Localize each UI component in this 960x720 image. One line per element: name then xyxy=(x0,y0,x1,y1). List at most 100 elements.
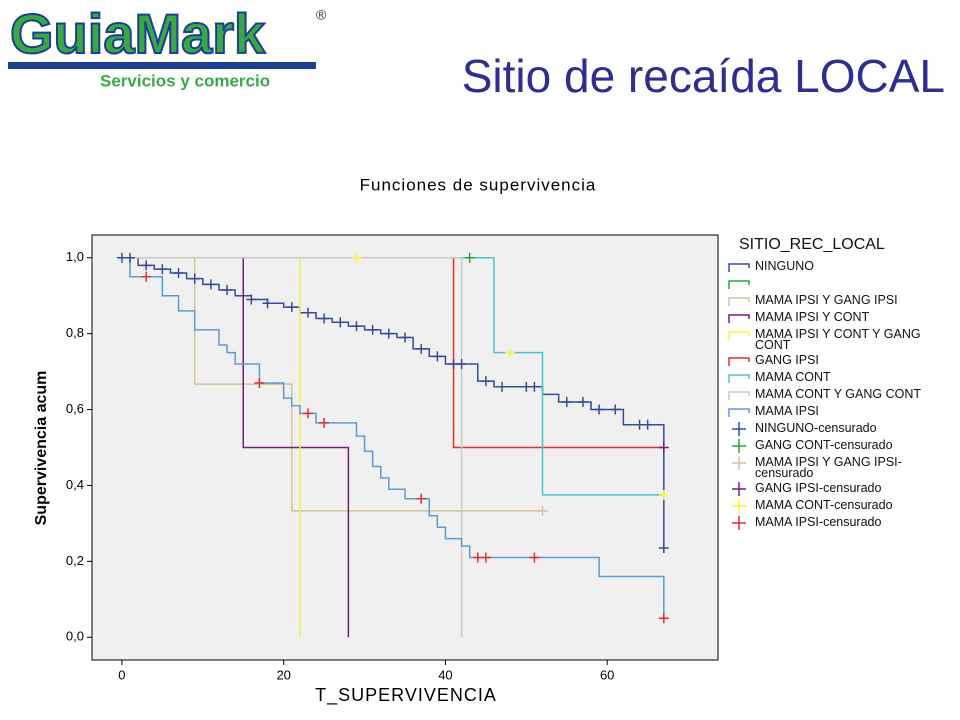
censor-mark xyxy=(416,343,427,354)
legend-swatch xyxy=(728,357,750,366)
censor-mark xyxy=(594,404,605,415)
swatch-line xyxy=(728,297,750,306)
y-tick-label: 0,4 xyxy=(66,477,84,492)
legend-item: MAMA IPSI xyxy=(727,405,947,419)
x-tick-label: 0 xyxy=(118,667,125,682)
censor-mark xyxy=(577,396,588,407)
legend-swatch xyxy=(728,408,750,417)
logo-name: GuiaMark xyxy=(10,2,266,65)
censor-mark xyxy=(246,294,257,305)
swatch-plus xyxy=(732,439,746,453)
swatch-line xyxy=(728,408,750,417)
legend-item: MAMA CONT-censurado xyxy=(727,499,947,513)
censor-mark xyxy=(157,264,168,275)
censor-mark xyxy=(383,328,394,339)
censor-mark xyxy=(529,381,540,392)
swatch-line xyxy=(728,391,750,400)
legend-label: MAMA IPSI Y CONT xyxy=(755,310,870,324)
x-tick-label: 40 xyxy=(438,667,452,682)
censor-mark xyxy=(173,267,184,278)
censor-mark xyxy=(262,298,273,309)
legend-swatch xyxy=(732,422,746,436)
swatch-line xyxy=(728,314,750,323)
legend-swatch xyxy=(728,314,750,323)
legend-label: MAMA IPSI Y GANG IPSI-censurado xyxy=(755,455,902,480)
slide-title: Sitio de recaída LOCAL xyxy=(462,50,945,102)
legend-label: GANG IPSI-censurado xyxy=(755,481,882,495)
swatch-plus xyxy=(732,499,746,513)
censor-mark xyxy=(456,359,467,370)
legend-label: MAMA CONT xyxy=(755,370,831,384)
censor-mark xyxy=(658,613,669,624)
censor-mark xyxy=(286,302,297,313)
y-tick-label: 1,0 xyxy=(66,249,84,264)
legend-item xyxy=(727,277,947,291)
legend-swatch xyxy=(728,263,750,272)
legend-swatch xyxy=(728,331,750,340)
censor-mark xyxy=(335,317,346,328)
legend-item: MAMA CONT xyxy=(727,371,947,385)
censor-mark xyxy=(561,396,572,407)
censor-mark xyxy=(658,442,669,453)
censor-mark xyxy=(141,260,152,271)
censor-mark xyxy=(416,493,427,504)
legend-label: MAMA IPSI-censurado xyxy=(755,515,882,529)
censor-mark xyxy=(537,505,548,516)
censor-mark xyxy=(432,351,443,362)
legend-swatch xyxy=(728,374,750,383)
swatch-plus xyxy=(732,482,746,496)
swatch-plus xyxy=(732,456,746,470)
survival-line xyxy=(121,257,665,619)
y-axis-label: Supervivencia acum xyxy=(33,371,50,526)
legend-swatch xyxy=(732,516,746,530)
censor-mark xyxy=(529,552,540,563)
legend-item: MAMA IPSI Y GANG IPSI-censurado xyxy=(727,456,947,479)
logo-bar xyxy=(8,62,316,69)
y-tick-label: 0,6 xyxy=(66,401,84,416)
censor-mark xyxy=(480,376,491,387)
censor-mark xyxy=(302,408,313,419)
legend-swatch xyxy=(732,439,746,453)
censor-mark xyxy=(658,543,669,554)
legend-item: MAMA IPSI Y GANG IPSI xyxy=(727,294,947,308)
legend-item: GANG IPSI xyxy=(727,354,947,368)
logo-mark: ® xyxy=(316,7,327,23)
censor-mark xyxy=(505,347,516,358)
legend-swatch xyxy=(732,482,746,496)
legend-item: MAMA IPSI Y CONT xyxy=(727,311,947,325)
censor-mark xyxy=(205,279,216,290)
legend-item: NINGUNO xyxy=(727,260,947,274)
censor-mark xyxy=(189,273,200,284)
legend-swatch xyxy=(732,499,746,513)
swatch-line xyxy=(728,263,750,272)
swatch-plus xyxy=(732,516,746,530)
legend-label: NINGUNO-censurado xyxy=(755,421,877,435)
censor-mark xyxy=(351,252,362,263)
x-axis-label: T_SUPERVIVENCIA xyxy=(315,685,497,706)
swatch-line xyxy=(728,374,750,383)
legend-swatch xyxy=(728,280,750,289)
legend-label: MAMA IPSI Y GANG IPSI xyxy=(755,293,898,307)
y-tick-label: 0,0 xyxy=(66,629,84,644)
legend-item: MAMA IPSI Y CONT Y GANG CONT xyxy=(727,328,947,351)
swatch-line xyxy=(728,280,750,289)
legend-swatch xyxy=(728,297,750,306)
legend-item: MAMA IPSI-censurado xyxy=(727,516,947,530)
censor-mark xyxy=(610,404,621,415)
censor-mark xyxy=(302,307,313,318)
legend-label: GANG IPSI xyxy=(755,353,819,367)
legend-item: GANG IPSI-censurado xyxy=(727,482,947,496)
y-tick-label: 0,2 xyxy=(66,553,84,568)
legend-label: NINGUNO xyxy=(755,259,815,273)
legend-item: NINGUNO-censurado xyxy=(727,422,947,436)
censor-mark xyxy=(367,324,378,335)
chart-title: Funciones de supervivencia xyxy=(360,175,597,194)
legend-label: MAMA IPSI xyxy=(755,404,819,418)
legend-swatch xyxy=(732,456,746,470)
censor-mark xyxy=(497,381,508,392)
censor-mark xyxy=(319,313,330,324)
censor-mark xyxy=(222,285,233,296)
legend-label: MAMA IPSI Y CONT Y GANG CONT xyxy=(755,327,921,352)
